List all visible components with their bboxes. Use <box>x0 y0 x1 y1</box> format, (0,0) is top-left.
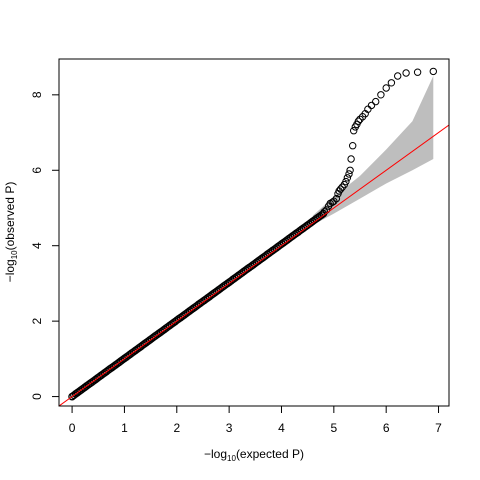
data-point <box>342 177 350 186</box>
points-layer <box>68 67 437 401</box>
y-axis-title: −log10(observed P) <box>3 182 19 283</box>
data-point <box>429 67 437 76</box>
data-point <box>328 198 336 207</box>
y-axis: 0 2 4 6 8 <box>30 91 60 400</box>
data-point <box>349 142 357 150</box>
data-point <box>394 72 402 80</box>
x-axis: 0 1 2 3 4 5 6 7 <box>69 405 442 435</box>
x-tick-label: 0 <box>69 421 76 435</box>
y-tick-label: 8 <box>30 91 44 98</box>
data-point <box>345 170 353 178</box>
data-point <box>377 91 385 99</box>
data-point <box>387 79 396 87</box>
data-point <box>350 127 358 135</box>
y-tick-label: 0 <box>30 393 44 400</box>
x-axis-title: −log10(expected P) <box>204 447 304 463</box>
data-point <box>346 166 354 175</box>
data-point <box>402 69 410 77</box>
x-tick-label: 1 <box>121 421 128 435</box>
reference-line-layer <box>59 124 449 406</box>
data-point <box>354 117 363 125</box>
x-tick-label: 5 <box>330 421 337 435</box>
y-tick-label: 2 <box>30 317 44 324</box>
y-tick-label: 4 <box>30 242 44 249</box>
data-point <box>332 194 341 203</box>
data-point <box>382 84 390 92</box>
data-point <box>372 97 380 106</box>
data-point <box>367 101 376 110</box>
plot-frame <box>58 58 450 407</box>
x-tick-label: 4 <box>278 421 285 435</box>
x-tick-label: 6 <box>383 421 390 435</box>
x-tick-label: 3 <box>226 421 233 435</box>
data-point <box>413 68 422 76</box>
data-point <box>343 174 352 182</box>
data-point <box>347 155 355 163</box>
data-point <box>356 115 364 124</box>
data-point <box>336 185 345 193</box>
reference-line <box>59 124 449 406</box>
x-tick-label: 7 <box>435 421 442 435</box>
data-point <box>330 197 338 205</box>
x-tick-label: 2 <box>173 421 180 435</box>
y-tick-label: 6 <box>30 167 44 174</box>
